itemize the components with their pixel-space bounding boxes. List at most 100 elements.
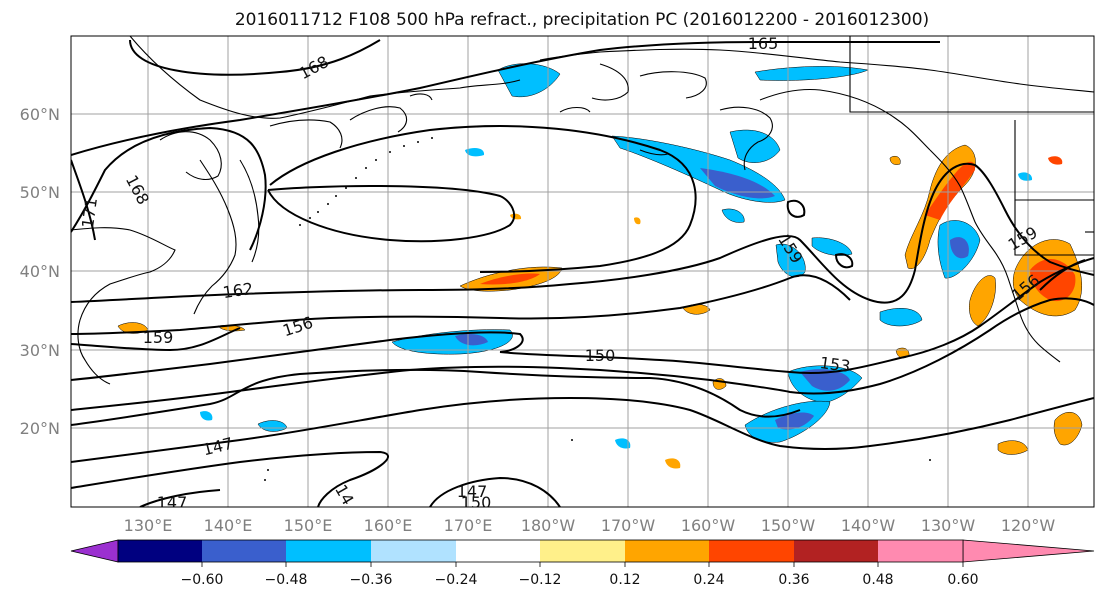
refractivity-contours	[71, 39, 1094, 507]
contour-line	[71, 327, 241, 352]
colorbar-segment	[709, 540, 794, 562]
lon-label: 140°E	[204, 516, 253, 535]
contour-label: 150	[585, 346, 616, 365]
contour-line	[129, 39, 381, 76]
colorbar-tick-label: −0.48	[265, 572, 308, 588]
contour-label: 165	[748, 34, 779, 53]
colorbar-tick-label: −0.60	[181, 572, 224, 588]
map-frame	[70, 35, 1095, 508]
colorbar-tick-label: 0.48	[862, 572, 893, 588]
precip-negative-patches	[200, 63, 1033, 449]
precip-patch	[729, 129, 781, 163]
lat-label: 50°N	[20, 183, 60, 202]
contour-line	[71, 162, 1094, 304]
longitude-labels: 130°E 140°E 150°E 160°E 170°E 180°W 170°…	[124, 516, 1056, 535]
contour-label: 147	[457, 482, 488, 501]
colorbar-tick-label: −0.36	[350, 572, 393, 588]
lon-label: 150°E	[284, 516, 333, 535]
precip-patch	[721, 208, 745, 223]
colorbar-segment	[286, 540, 371, 562]
colorbar-tick-label: 0.12	[609, 572, 640, 588]
contour-line	[71, 126, 267, 251]
precip-patch	[615, 438, 631, 449]
contour-line	[71, 40, 940, 156]
colorbar: −0.60 −0.48 −0.36 −0.24 −0.12 0.12 0.24 …	[70, 539, 1095, 588]
colorbar-tick-label: 0.60	[947, 572, 978, 588]
precip-patch	[1048, 156, 1063, 165]
contour-label: 147	[157, 493, 188, 512]
colorbar-tick-label: −0.24	[435, 572, 478, 588]
colorbar-frame	[117, 539, 964, 563]
precip-patch	[879, 308, 923, 327]
contour-line	[71, 396, 1094, 463]
lon-label: 160°E	[364, 516, 413, 535]
precip-patch	[950, 237, 969, 259]
precip-patch	[775, 243, 806, 278]
lon-label: 160°W	[681, 516, 736, 535]
contour-label: 153	[819, 353, 852, 376]
colorbar-ticks	[201, 562, 964, 567]
contour-line	[269, 125, 697, 273]
contour-label: 162	[221, 279, 254, 302]
colorbar-tick-label: 0.24	[693, 572, 724, 588]
contour-label: 159	[143, 328, 174, 347]
precip-patch	[480, 273, 540, 285]
lat-label: 40°N	[20, 262, 60, 281]
precip-patch	[497, 63, 561, 98]
map-title: 2016011712 F108 500 hPa refract., precip…	[235, 10, 929, 30]
contour-line	[834, 253, 854, 269]
latitude-labels: 60°N 50°N 40°N 30°N 20°N	[20, 105, 60, 438]
lon-label: 130°E	[124, 516, 173, 535]
contour-line	[71, 159, 96, 241]
precip-patch	[889, 156, 901, 165]
contour-line	[267, 184, 516, 243]
contour-label: 171	[78, 196, 101, 229]
precip-patch	[969, 275, 996, 327]
colorbar-segment	[202, 540, 286, 562]
precip-patch	[1018, 172, 1033, 181]
contour-label: 150	[461, 493, 492, 512]
precip-patch	[665, 458, 681, 469]
colorbar-extend-left	[70, 539, 119, 563]
precip-patch	[455, 334, 488, 346]
colorbar-segment	[540, 540, 625, 562]
precip-patch	[1053, 412, 1083, 446]
precip-patch	[700, 168, 775, 199]
lat-label: 60°N	[20, 105, 60, 124]
map-gridlines	[71, 36, 1094, 507]
lon-label: 170°E	[444, 516, 493, 535]
lon-label: 120°W	[1001, 516, 1056, 535]
colorbar-extend-right	[962, 539, 1095, 563]
lat-label: 20°N	[20, 419, 60, 438]
lat-label: 30°N	[20, 341, 60, 360]
map-area: 165 168 168 171 162 159 156 159 150 153 …	[70, 34, 1095, 512]
contour-line	[429, 476, 561, 507]
colorbar-segment	[794, 540, 878, 562]
precip-patch	[775, 412, 814, 430]
contour-line	[139, 489, 221, 507]
contour-line	[71, 297, 1094, 411]
lon-label: 180°W	[521, 516, 576, 535]
coastlines	[71, 36, 1094, 385]
contour-line	[71, 257, 1094, 381]
colorbar-tick-label: 0.36	[778, 572, 809, 588]
precip-patch	[800, 369, 850, 391]
lon-label: 140°W	[841, 516, 896, 535]
precip-patch	[925, 161, 975, 220]
colorbar-segment	[456, 540, 540, 562]
contour-line	[1039, 259, 1086, 291]
colorbar-segment	[118, 540, 202, 562]
contour-line	[71, 450, 389, 507]
lon-label: 150°W	[761, 516, 816, 535]
precip-positive-patches	[117, 144, 1083, 469]
contour-line	[71, 274, 851, 335]
island-chains	[264, 137, 931, 481]
precip-patch	[634, 217, 641, 225]
colorbar-segment	[878, 540, 963, 562]
contour-line	[786, 199, 806, 218]
precip-patch	[465, 147, 485, 157]
lon-label: 170°W	[601, 516, 656, 535]
precip-patch	[200, 411, 213, 421]
colorbar-tick-label: −0.12	[519, 572, 562, 588]
